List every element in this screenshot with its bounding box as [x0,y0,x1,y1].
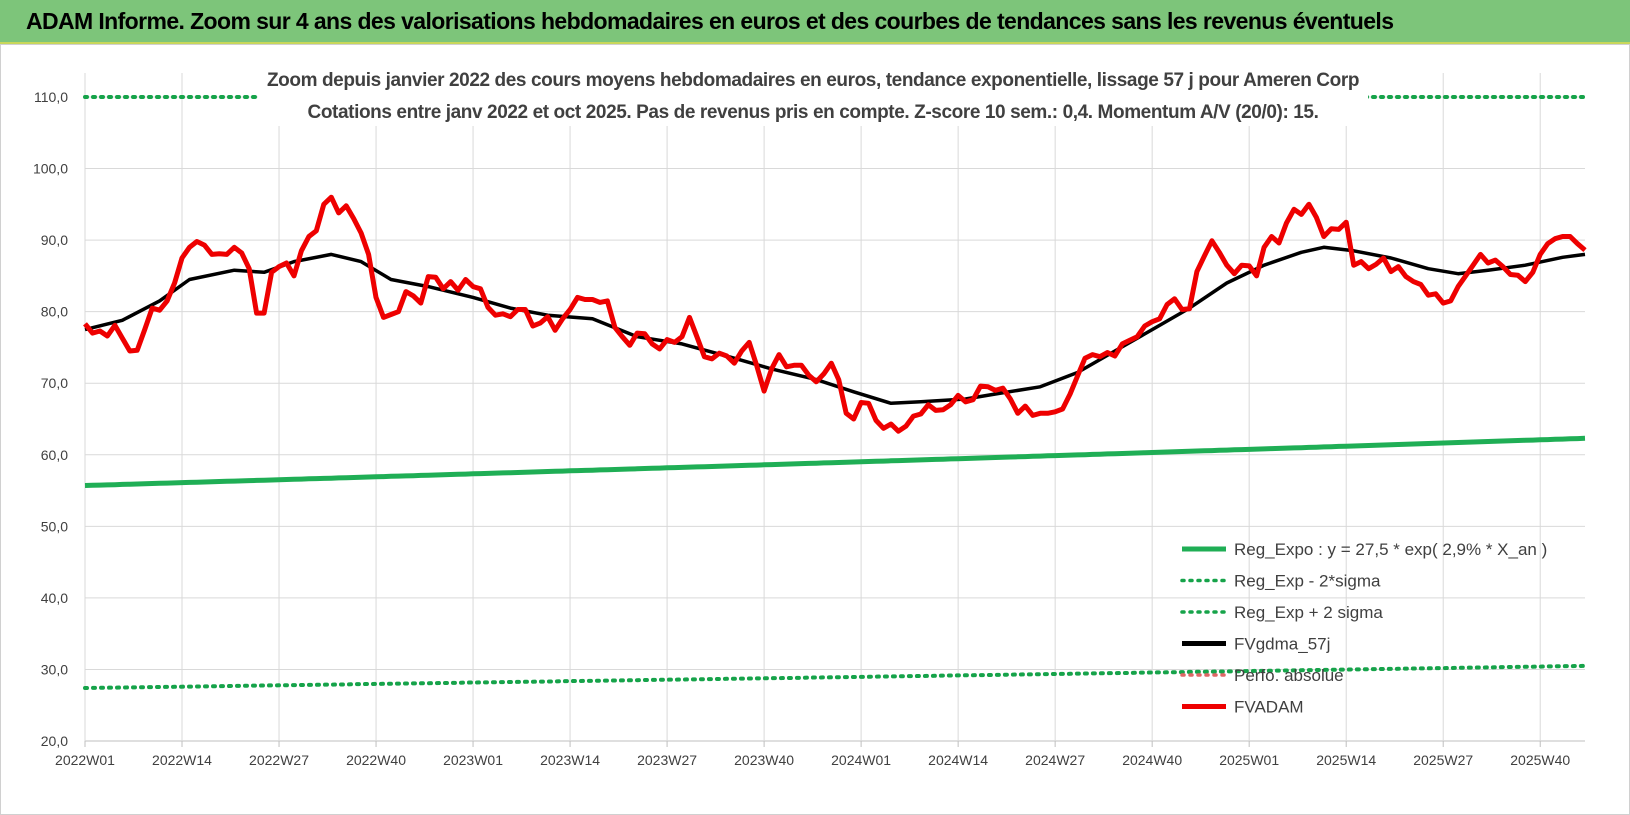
x-tick-label: 2024W27 [1025,752,1085,768]
x-axis: 2022W01 2022W14 2022W27 2022W40 2023W01 2023W… [55,741,1570,768]
y-tick-label: 40,0 [41,590,68,606]
series-reg-expo [84,435,1586,488]
legend-label-2: Reg_Exp + 2 sigma [1234,603,1383,622]
x-tick-label: 2025W27 [1413,752,1473,768]
y-tick-label: 90,0 [41,232,68,248]
y-tick-label: 110,0 [34,89,68,105]
x-tick-label: 2023W27 [637,752,697,768]
title-background [258,62,1368,126]
legend: Reg_Expo : y = 27,5 * exp( 2,9% * X_an )… [1180,540,1547,717]
y-tick-label: 80,0 [41,304,68,320]
x-tick-label: 2023W40 [734,752,794,768]
series-fvadam [83,194,1587,434]
x-tick-label: 2025W14 [1316,752,1376,768]
chart-titles: Zoom depuis janvier 2022 des cours moyen… [258,62,1368,126]
x-tick-label: 2024W01 [831,752,891,768]
x-tick-label: 2024W40 [1122,752,1182,768]
y-tick-label: 30,0 [41,661,68,677]
x-tick-label: 2023W14 [540,752,600,768]
legend-label-3: FVgdma_57j [1234,635,1330,654]
y-axis: 20,0 30,0 40,0 50,0 60,0 70,0 80,0 90,0 100,0 110… [33,89,68,749]
y-tick-label: 50,0 [41,518,68,534]
y-tick-label: 100,0 [33,161,68,177]
legend-label-0: Reg_Expo : y = 27,5 * exp( 2,9% * X_an ) [1234,540,1547,559]
y-tick-label: 70,0 [41,375,68,391]
x-tick-label: 2022W40 [346,752,406,768]
chart-title-line-1: Zoom depuis janvier 2022 des cours moyen… [267,70,1359,91]
x-tick-label: 2025W40 [1510,752,1570,768]
report-title: ADAM Informe. Zoom sur 4 ans des valoris… [26,8,1394,34]
x-tick-label: 2022W14 [152,752,212,768]
x-tick-label: 2023W01 [443,752,503,768]
x-tick-label: 2022W01 [55,752,115,768]
x-tick-label: 2022W27 [249,752,309,768]
legend-label-4: Perfo. absolue [1234,666,1344,685]
chart-title-line-2: Cotations entre janv 2022 et oct 2025. P… [308,102,1319,123]
x-tick-label: 2025W01 [1219,752,1279,768]
y-tick-label: 20,0 [41,733,68,749]
legend-label-5: FVADAM [1234,698,1304,717]
x-tick-label: 2024W14 [928,752,988,768]
report-banner: ADAM Informe. Zoom sur 4 ans des valoris… [0,0,1630,44]
gridlines [84,73,1585,742]
series-fvgdma-57j [84,245,1586,406]
y-tick-label: 60,0 [41,447,68,463]
legend-label-1: Reg_Exp - 2*sigma [1234,572,1381,591]
series-reg-exp-minus-2sigma [83,663,1587,690]
plot-series [83,95,1587,690]
